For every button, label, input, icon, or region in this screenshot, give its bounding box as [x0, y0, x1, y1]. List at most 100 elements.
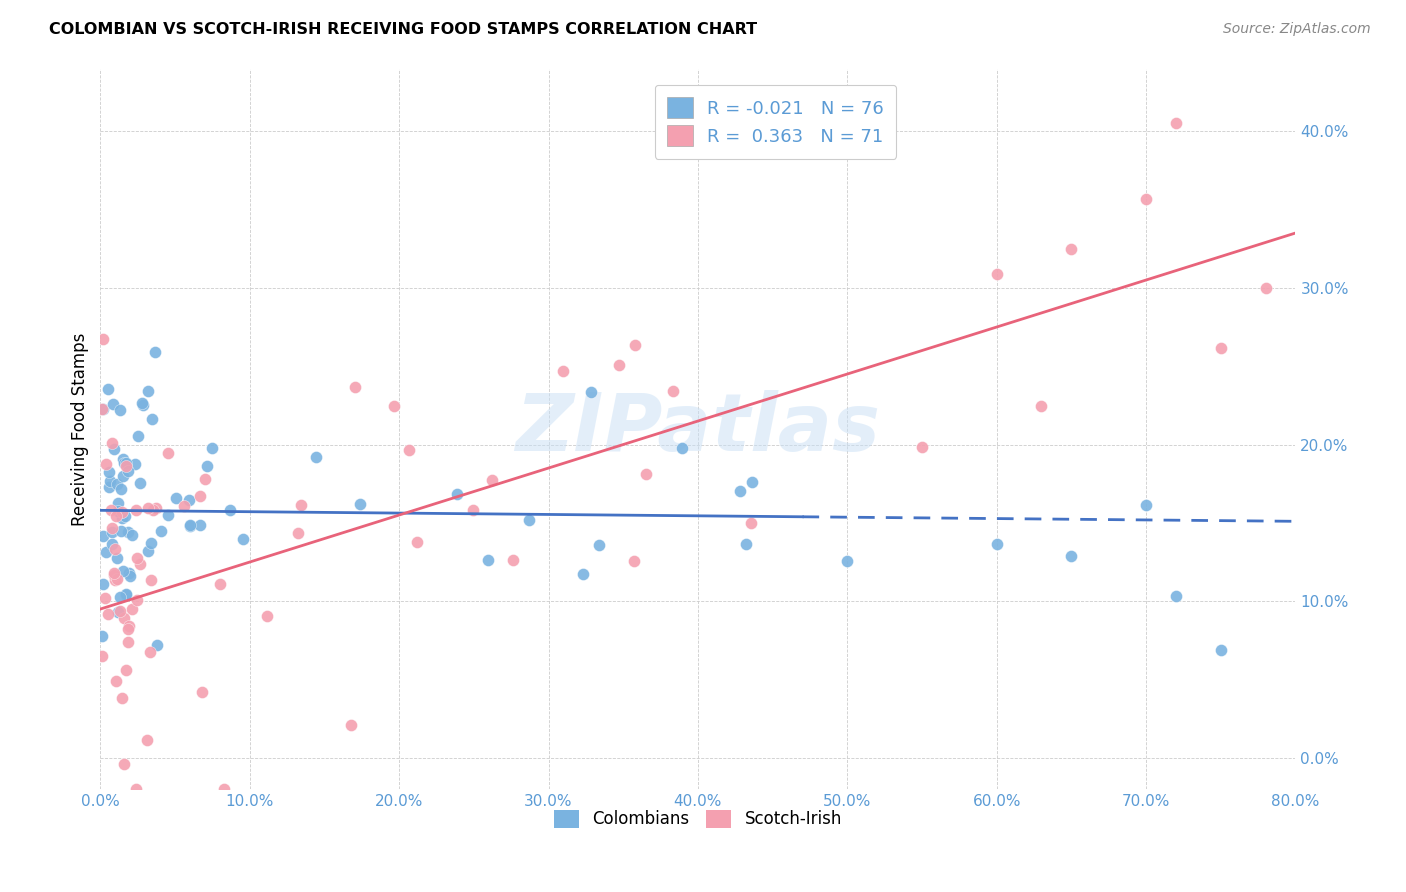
Point — [104, 673, 127, 688]
Point — [121, 601, 143, 615]
Point — [97, 607, 120, 622]
Point — [91, 529, 114, 543]
Point — [105, 477, 128, 491]
Point — [118, 568, 141, 582]
Point — [201, 442, 224, 456]
Point — [104, 542, 127, 557]
Point — [141, 412, 163, 426]
Point — [127, 429, 149, 443]
Point — [111, 505, 134, 519]
Point — [100, 502, 122, 516]
Point — [125, 551, 148, 566]
Point — [398, 443, 420, 458]
Point — [477, 552, 499, 566]
Point — [728, 483, 751, 498]
Legend: Colombians, Scotch-Irish: Colombians, Scotch-Irish — [547, 803, 848, 835]
Point — [623, 554, 645, 568]
Point — [110, 483, 132, 497]
Point — [111, 565, 134, 579]
Point — [1135, 192, 1157, 206]
Point — [572, 567, 595, 582]
Point — [103, 567, 125, 582]
Point — [115, 588, 138, 602]
Point — [125, 592, 148, 607]
Point — [165, 491, 187, 505]
Point — [1254, 281, 1277, 295]
Point — [110, 591, 132, 605]
Point — [142, 503, 165, 517]
Point — [191, 685, 214, 699]
Point — [124, 458, 146, 472]
Point — [256, 609, 278, 624]
Point — [110, 604, 132, 618]
Point — [105, 551, 128, 566]
Point — [343, 380, 366, 394]
Point — [129, 557, 152, 571]
Point — [107, 605, 129, 619]
Point — [179, 518, 201, 533]
Point — [117, 464, 139, 478]
Point — [986, 537, 1008, 551]
Y-axis label: Receiving Food Stamps: Receiving Food Stamps — [72, 332, 89, 525]
Point — [145, 501, 167, 516]
Point — [138, 384, 160, 398]
Point — [91, 401, 114, 416]
Point — [446, 486, 468, 500]
Point — [232, 532, 254, 546]
Point — [1060, 243, 1083, 257]
Point — [114, 508, 136, 523]
Point — [98, 480, 121, 494]
Point — [190, 489, 212, 503]
Point — [1164, 116, 1187, 130]
Point — [986, 267, 1008, 281]
Point — [94, 545, 117, 559]
Point — [588, 538, 610, 552]
Point — [101, 397, 124, 411]
Point — [115, 663, 138, 677]
Point — [143, 344, 166, 359]
Point — [188, 517, 211, 532]
Text: Source: ZipAtlas.com: Source: ZipAtlas.com — [1223, 22, 1371, 37]
Point — [502, 553, 524, 567]
Point — [1060, 549, 1083, 563]
Point — [131, 396, 153, 410]
Point — [111, 451, 134, 466]
Point — [115, 587, 138, 601]
Point — [517, 513, 540, 527]
Point — [349, 496, 371, 510]
Point — [124, 503, 146, 517]
Point — [662, 384, 685, 398]
Point — [129, 476, 152, 491]
Point — [104, 573, 127, 587]
Point — [157, 508, 180, 522]
Point — [150, 524, 173, 538]
Point — [290, 498, 312, 512]
Point — [551, 364, 574, 378]
Point — [1209, 341, 1232, 355]
Point — [177, 493, 200, 508]
Point — [481, 473, 503, 487]
Point — [117, 524, 139, 539]
Point — [735, 537, 758, 551]
Point — [212, 782, 235, 797]
Point — [118, 566, 141, 581]
Text: ZIPatlas: ZIPatlas — [516, 390, 880, 468]
Point — [112, 611, 135, 625]
Point — [101, 524, 124, 539]
Point — [1209, 642, 1232, 657]
Point — [110, 524, 132, 538]
Point — [91, 577, 114, 591]
Point — [118, 619, 141, 633]
Point — [112, 756, 135, 771]
Point — [209, 576, 232, 591]
Point — [125, 782, 148, 797]
Point — [136, 733, 159, 747]
Point — [139, 573, 162, 587]
Point — [90, 401, 112, 416]
Point — [1164, 589, 1187, 603]
Point — [195, 459, 218, 474]
Point — [114, 456, 136, 470]
Point — [579, 384, 602, 399]
Point — [157, 446, 180, 460]
Point — [146, 638, 169, 652]
